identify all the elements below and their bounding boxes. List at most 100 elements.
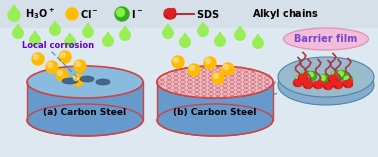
Circle shape	[120, 30, 130, 40]
Ellipse shape	[164, 9, 176, 19]
Text: $\mathbf{Alkyl\ chains}$: $\mathbf{Alkyl\ chains}$	[252, 7, 319, 21]
Circle shape	[72, 74, 84, 86]
Circle shape	[304, 81, 308, 86]
Circle shape	[297, 82, 301, 87]
Circle shape	[83, 27, 93, 37]
Circle shape	[338, 70, 347, 79]
Circle shape	[222, 63, 234, 75]
Polygon shape	[30, 31, 40, 39]
Circle shape	[212, 72, 224, 84]
Circle shape	[333, 75, 338, 79]
Ellipse shape	[313, 81, 322, 89]
Ellipse shape	[344, 81, 353, 87]
Circle shape	[115, 7, 129, 21]
Circle shape	[344, 76, 353, 84]
Circle shape	[317, 84, 321, 89]
Polygon shape	[215, 32, 225, 40]
Ellipse shape	[328, 76, 338, 82]
Circle shape	[116, 8, 124, 16]
Circle shape	[294, 79, 298, 84]
Text: Local corrosion: Local corrosion	[22, 41, 94, 49]
Circle shape	[304, 74, 307, 78]
Circle shape	[8, 9, 20, 21]
FancyBboxPatch shape	[0, 28, 378, 157]
Circle shape	[334, 81, 338, 86]
Polygon shape	[8, 5, 20, 14]
Circle shape	[332, 78, 336, 82]
Circle shape	[46, 61, 58, 73]
Polygon shape	[278, 77, 374, 85]
Text: $\mathbf{SDS}$: $\mathbf{SDS}$	[196, 8, 220, 20]
Circle shape	[50, 25, 60, 35]
Ellipse shape	[284, 28, 369, 50]
Circle shape	[329, 76, 333, 79]
Polygon shape	[120, 26, 130, 34]
Circle shape	[57, 70, 62, 76]
Circle shape	[166, 8, 172, 14]
Circle shape	[314, 81, 318, 86]
Circle shape	[253, 38, 263, 48]
Ellipse shape	[27, 66, 143, 98]
Polygon shape	[180, 33, 190, 41]
Circle shape	[339, 81, 342, 85]
Circle shape	[180, 37, 190, 47]
Circle shape	[188, 64, 200, 76]
Circle shape	[73, 76, 79, 81]
Circle shape	[324, 82, 328, 87]
Circle shape	[299, 79, 302, 83]
Text: $\mathbf{I^-}$: $\mathbf{I^-}$	[131, 8, 143, 20]
Circle shape	[214, 73, 218, 78]
Circle shape	[223, 65, 228, 70]
Text: (b) Carbon Steel: (b) Carbon Steel	[173, 108, 257, 116]
Text: (a) Carbon Steel: (a) Carbon Steel	[43, 108, 127, 116]
Polygon shape	[27, 82, 143, 120]
Circle shape	[299, 75, 303, 78]
Polygon shape	[103, 32, 113, 40]
Ellipse shape	[278, 57, 374, 97]
Circle shape	[302, 78, 306, 81]
Circle shape	[169, 14, 174, 19]
FancyBboxPatch shape	[0, 0, 378, 28]
Text: $\mathbf{H_3O^+}$: $\mathbf{H_3O^+}$	[25, 7, 55, 22]
Polygon shape	[253, 34, 263, 42]
Circle shape	[235, 30, 245, 40]
Circle shape	[172, 56, 184, 68]
Circle shape	[296, 76, 305, 84]
Circle shape	[320, 75, 325, 80]
Ellipse shape	[157, 66, 273, 98]
Polygon shape	[83, 23, 93, 31]
Circle shape	[59, 51, 71, 63]
Ellipse shape	[299, 75, 307, 81]
Circle shape	[32, 53, 44, 65]
Circle shape	[344, 81, 348, 84]
Circle shape	[349, 80, 353, 84]
Polygon shape	[50, 21, 60, 29]
Circle shape	[307, 84, 311, 89]
Polygon shape	[65, 33, 75, 41]
Circle shape	[319, 81, 322, 85]
Ellipse shape	[80, 76, 94, 82]
Circle shape	[163, 28, 173, 38]
Circle shape	[302, 71, 307, 76]
Circle shape	[30, 35, 40, 45]
Circle shape	[332, 70, 341, 79]
Ellipse shape	[324, 82, 333, 89]
Circle shape	[296, 76, 301, 81]
Ellipse shape	[27, 104, 143, 136]
Circle shape	[344, 76, 349, 81]
Circle shape	[164, 10, 169, 14]
Circle shape	[328, 82, 333, 86]
Polygon shape	[13, 24, 23, 32]
Circle shape	[332, 71, 337, 76]
Circle shape	[308, 81, 313, 85]
Circle shape	[174, 57, 178, 62]
Ellipse shape	[96, 79, 110, 85]
Circle shape	[56, 69, 68, 81]
Circle shape	[60, 52, 65, 57]
Circle shape	[76, 62, 81, 67]
Circle shape	[66, 8, 78, 20]
Circle shape	[74, 60, 86, 72]
Polygon shape	[163, 24, 173, 32]
Ellipse shape	[278, 65, 374, 105]
Text: $\mathbf{Cl^-}$: $\mathbf{Cl^-}$	[80, 8, 99, 20]
